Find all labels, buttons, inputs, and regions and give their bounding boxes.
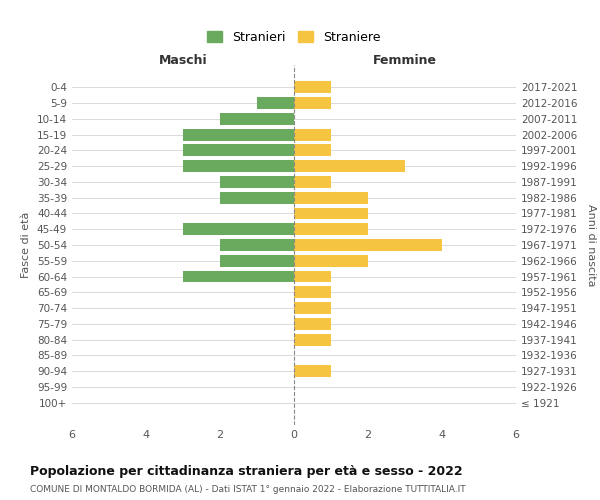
Text: Popolazione per cittadinanza straniera per età e sesso - 2022: Popolazione per cittadinanza straniera p… xyxy=(30,465,463,478)
Bar xyxy=(183,128,294,140)
Bar xyxy=(294,334,331,345)
Bar xyxy=(183,144,294,156)
Legend: Stranieri, Straniere: Stranieri, Straniere xyxy=(201,24,387,50)
Bar xyxy=(294,286,331,298)
Bar xyxy=(294,97,331,109)
Bar xyxy=(220,239,294,251)
Bar xyxy=(294,128,331,140)
Bar xyxy=(183,224,294,235)
Bar xyxy=(220,192,294,203)
Bar xyxy=(220,255,294,266)
Bar xyxy=(294,144,331,156)
Text: Maschi: Maschi xyxy=(158,54,208,67)
Bar xyxy=(220,113,294,124)
Bar xyxy=(294,366,331,377)
Bar xyxy=(183,160,294,172)
Bar xyxy=(294,255,368,266)
Bar xyxy=(294,224,368,235)
Text: Femmine: Femmine xyxy=(373,54,437,67)
Bar xyxy=(294,270,331,282)
Bar xyxy=(183,270,294,282)
Text: COMUNE DI MONTALDO BORMIDA (AL) - Dati ISTAT 1° gennaio 2022 - Elaborazione TUTT: COMUNE DI MONTALDO BORMIDA (AL) - Dati I… xyxy=(30,485,466,494)
Bar xyxy=(257,97,294,109)
Bar xyxy=(294,82,331,93)
Bar xyxy=(294,302,331,314)
Bar xyxy=(294,239,442,251)
Bar xyxy=(294,192,368,203)
Bar xyxy=(294,160,405,172)
Bar xyxy=(220,176,294,188)
Bar xyxy=(294,318,331,330)
Bar xyxy=(294,176,331,188)
Y-axis label: Anni di nascita: Anni di nascita xyxy=(586,204,596,286)
Y-axis label: Fasce di età: Fasce di età xyxy=(22,212,31,278)
Bar xyxy=(294,208,368,220)
